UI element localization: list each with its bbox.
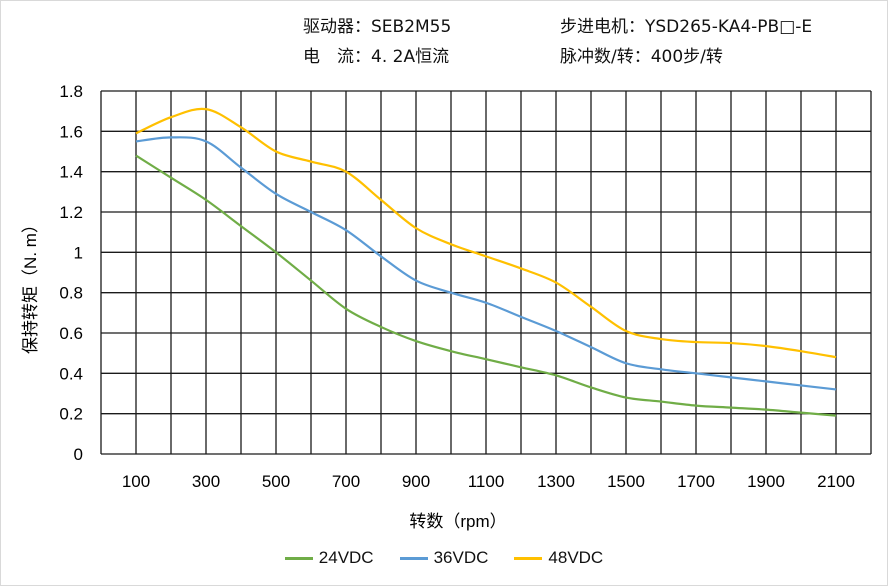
pulses-label: 脉冲数/转：400步/转 [560,47,723,67]
legend-label: 24VDC [318,548,374,567]
x-tick-label: 500 [262,472,290,491]
x-tick-label: 300 [192,472,220,491]
series-line-24VDC [135,154,837,417]
legend-swatch [284,556,313,560]
x-tick-label: 2100 [817,472,855,491]
y-tick-label: 0 [74,445,83,464]
legend-item: 48VDC [514,548,603,568]
x-tick-label: 1100 [468,472,505,491]
x-tick-label: 1900 [747,472,785,491]
y-tick-label: 1 [74,243,83,262]
y-tick-label: 0.4 [59,364,83,383]
series-line-48VDC [135,107,837,359]
motor-label: 步进电机：YSD265-KA4-PB□-E [560,17,813,37]
x-tick-label: 1700 [677,472,715,491]
x-axis-label: 转数（rpm） [409,512,506,531]
x-tick-label: 900 [402,472,430,491]
x-tick-label: 100 [122,472,150,491]
driver-label: 驱动器：SEB2M55 [303,17,452,37]
legend-label: 48VDC [548,548,604,567]
y-tick-label: 0.2 [59,405,83,424]
y-tick-label: 1.4 [59,163,83,182]
x-tick-label: 700 [332,472,360,491]
x-tick-label: 1300 [537,472,575,491]
y-tick-label: 0.8 [59,284,83,303]
series-line-36VDC [135,136,837,391]
y-tick-label: 1.8 [59,82,83,101]
x-tick-label: 1500 [607,472,645,491]
y-tick-label: 1.6 [59,122,83,141]
legend-label: 36VDC [433,548,489,567]
y-tick-label: 0.6 [59,324,83,343]
current-label: 电 流：4. 2A恒流 [303,47,450,67]
legend: 24VDC 36VDC 48VDC [0,548,888,568]
y-tick-label: 1.2 [59,203,83,222]
y-axis-label: 保持转矩（N. m） [21,216,40,354]
legend-swatch [399,556,428,560]
legend-item: 36VDC [399,548,489,568]
legend-item: 24VDC [284,548,374,568]
legend-swatch [514,556,543,560]
